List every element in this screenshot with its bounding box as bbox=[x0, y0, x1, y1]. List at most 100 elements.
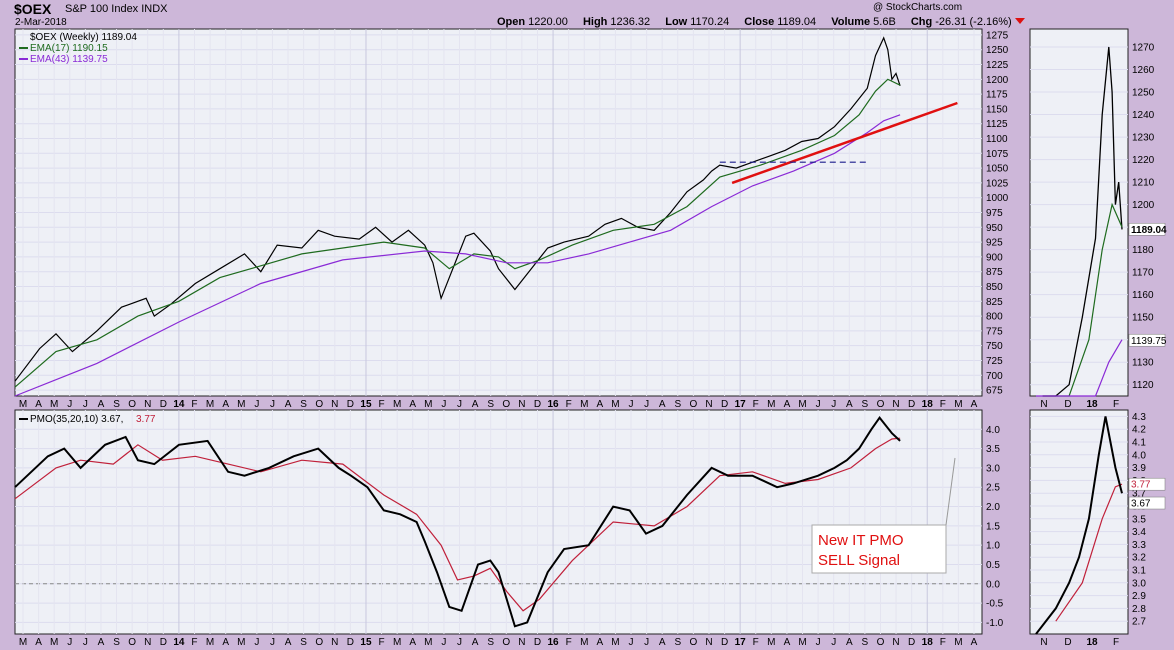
ohlc-readout: Open 1220.00 High 1236.32 Low 1170.24 Close… bbox=[497, 16, 1012, 28]
side-ema43-line bbox=[1036, 339, 1123, 397]
price-tick-label: 750 bbox=[986, 341, 1003, 352]
price-tick-label: 1250 bbox=[986, 45, 1009, 56]
side-time-tick-label: D bbox=[1064, 399, 1071, 410]
time-tick-label: M bbox=[767, 399, 775, 410]
time-tick-label: J bbox=[67, 637, 72, 648]
legend-ema43: EMA(43) 1139.75 bbox=[30, 54, 108, 65]
price-tick-label: 800 bbox=[986, 312, 1003, 323]
legend-pmo: PMO(35,20,10) 3.67, bbox=[30, 414, 123, 425]
time-tick-label: A bbox=[409, 399, 416, 410]
low-label: Low bbox=[665, 16, 688, 28]
time-tick-label: A bbox=[409, 637, 416, 648]
side-price-tick-label: 1200 bbox=[1132, 200, 1155, 211]
price-tick-label: 1025 bbox=[986, 178, 1009, 189]
time-tick-label: O bbox=[128, 399, 136, 410]
time-tick-label: A bbox=[472, 637, 479, 648]
time-tick-label: J bbox=[457, 637, 462, 648]
side-time-tick-label: F bbox=[1113, 399, 1119, 410]
time-tick-label: N bbox=[705, 399, 712, 410]
pmo-panel-bg bbox=[14, 409, 983, 635]
price-tick-label: 1125 bbox=[986, 119, 1008, 130]
time-tick-label: A bbox=[659, 399, 666, 410]
side-price-panel-bg bbox=[1029, 28, 1129, 397]
down-arrow-icon bbox=[1015, 18, 1025, 24]
time-tick-label: N bbox=[144, 637, 151, 648]
annotation-pointer bbox=[945, 457, 956, 526]
time-tick-label: 17 bbox=[735, 399, 747, 410]
time-tick-label: A bbox=[222, 399, 229, 410]
time-tick-label: 18 bbox=[922, 399, 934, 410]
chg-label: Chg bbox=[910, 16, 933, 28]
time-tick-label: M bbox=[19, 399, 27, 410]
side-pmo-tick-label: 2.7 bbox=[1132, 617, 1146, 628]
close-marker: 1189.04 bbox=[1131, 225, 1167, 236]
time-tick-label: O bbox=[689, 399, 697, 410]
index-name: S&P 100 Index INDX bbox=[65, 3, 168, 15]
time-tick-label: J bbox=[831, 399, 836, 410]
time-tick-label: F bbox=[753, 399, 759, 410]
time-tick-label: N bbox=[892, 399, 899, 410]
side-time-tick-label: N bbox=[1040, 637, 1047, 648]
time-tick-label: J bbox=[816, 637, 821, 648]
pmo-tick-label: -0.5 bbox=[986, 599, 1004, 610]
price-tick-label: 1175 bbox=[986, 90, 1008, 101]
price-line bbox=[14, 36, 901, 382]
time-tick-label: M bbox=[580, 399, 588, 410]
time-tick-label: M bbox=[237, 399, 245, 410]
ema43-marker-bg bbox=[1128, 333, 1166, 347]
ema43-line bbox=[14, 114, 901, 397]
time-tick-label: J bbox=[270, 637, 275, 648]
time-tick-label: J bbox=[644, 399, 649, 410]
time-tick-label: M bbox=[611, 637, 619, 648]
time-tick-label: A bbox=[472, 399, 479, 410]
time-tick-label: O bbox=[315, 637, 323, 648]
side-time-tick-label: 18 bbox=[1086, 637, 1098, 648]
time-tick-label: M bbox=[611, 399, 619, 410]
time-tick-label: M bbox=[767, 637, 775, 648]
side-price-line bbox=[1042, 46, 1123, 397]
time-tick-label: A bbox=[784, 399, 791, 410]
time-tick-label: M bbox=[237, 637, 245, 648]
side-zoom-panels bbox=[1029, 28, 1129, 635]
price-tick-label: 1275 bbox=[986, 30, 1009, 41]
time-tick-label: O bbox=[502, 637, 510, 648]
symbol: $OEX bbox=[14, 1, 52, 17]
time-tick-label: S bbox=[674, 399, 681, 410]
time-tick-label: M bbox=[580, 637, 588, 648]
price-tick-label: 1050 bbox=[986, 164, 1009, 175]
price-tick-label: 1000 bbox=[986, 193, 1009, 204]
time-tick-label: F bbox=[566, 637, 572, 648]
time-tick-label: A bbox=[35, 399, 42, 410]
price-tick-label: 1075 bbox=[986, 149, 1009, 160]
legend-ema17: EMA(17) 1190.15 bbox=[30, 43, 108, 54]
pmo-signal-marker: 3.77 bbox=[1131, 480, 1151, 491]
price-tick-label: 900 bbox=[986, 252, 1003, 263]
time-tick-label: J bbox=[270, 399, 275, 410]
time-tick-label: N bbox=[331, 637, 338, 648]
time-tick-label: A bbox=[659, 637, 666, 648]
time-tick-label: M bbox=[954, 637, 962, 648]
price-tick-label: 975 bbox=[986, 208, 1003, 219]
pmo-marker-bg bbox=[1128, 496, 1166, 510]
time-tick-label: 14 bbox=[173, 399, 185, 410]
side-price-tick-label: 1160 bbox=[1132, 290, 1154, 301]
time-tick-label: J bbox=[816, 399, 821, 410]
price-tick-label: 925 bbox=[986, 238, 1003, 249]
time-tick-label: S bbox=[862, 399, 869, 410]
side-price-tick-label: 1150 bbox=[1132, 313, 1154, 324]
side-pmo-line bbox=[1035, 416, 1123, 635]
time-tick-label: J bbox=[644, 637, 649, 648]
time-tick-label: N bbox=[518, 637, 525, 648]
watermark: @ StockCharts.com bbox=[873, 2, 963, 13]
time-tick-label: A bbox=[285, 399, 292, 410]
side-time-tick-label: N bbox=[1040, 399, 1047, 410]
side-price-tick-label: 1210 bbox=[1132, 178, 1155, 189]
time-tick-label: J bbox=[83, 637, 88, 648]
pmo-tick-label: 2.0 bbox=[986, 502, 1000, 513]
side-pmo-tick-label: 4.2 bbox=[1132, 425, 1146, 436]
time-tick-label: A bbox=[846, 399, 853, 410]
time-tick-label: A bbox=[35, 637, 42, 648]
time-tick-label: D bbox=[721, 637, 728, 648]
price-tick-label: 1150 bbox=[986, 104, 1008, 115]
open-label: Open bbox=[497, 16, 526, 28]
